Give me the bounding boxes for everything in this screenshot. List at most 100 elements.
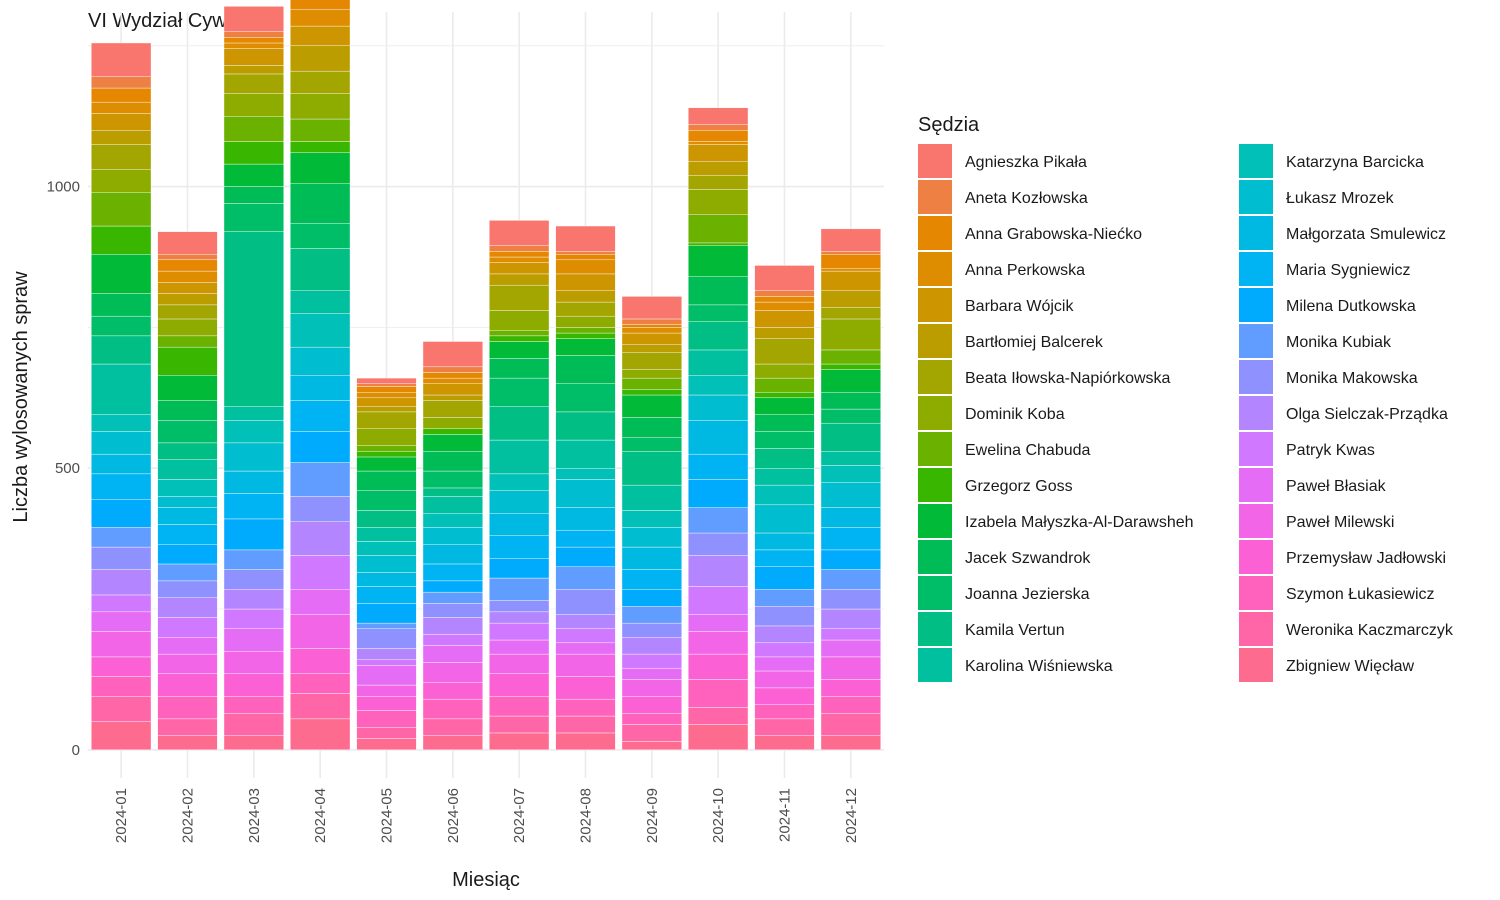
bar-segment bbox=[489, 335, 550, 342]
legend-label: Szymon Łukasiewicz bbox=[1286, 586, 1435, 603]
bar-segment bbox=[820, 369, 881, 393]
legend-label: Małgorzata Smulewicz bbox=[1286, 226, 1446, 243]
bar-segment bbox=[422, 394, 483, 401]
bar-segment bbox=[555, 259, 616, 275]
legend-key bbox=[1239, 432, 1273, 466]
bar-segment bbox=[91, 473, 152, 500]
bar-segment bbox=[621, 589, 682, 607]
bar-segment bbox=[688, 614, 749, 632]
bar-segment bbox=[489, 513, 550, 537]
bar-segment bbox=[356, 470, 417, 491]
bar-segment bbox=[555, 614, 616, 629]
bar-segment bbox=[356, 411, 417, 429]
legend-label: Olga Sielczak-Prządka bbox=[1286, 406, 1448, 423]
legend-label: Zbigniew Więcław bbox=[1286, 658, 1414, 675]
bar-segment bbox=[489, 473, 550, 491]
bar-segment bbox=[489, 611, 550, 624]
legend-label: Kamila Vertun bbox=[965, 622, 1065, 639]
bar-segment bbox=[688, 453, 749, 480]
bar-segment bbox=[820, 482, 881, 508]
bar-segment bbox=[91, 546, 152, 570]
bar-segment bbox=[356, 451, 417, 458]
bar-segment bbox=[621, 667, 682, 680]
bar-segment bbox=[754, 532, 815, 551]
bar-segment bbox=[91, 721, 152, 751]
bar-segment bbox=[555, 507, 616, 531]
bar-segment bbox=[422, 617, 483, 635]
bar-segment bbox=[290, 555, 351, 590]
bar-segment bbox=[489, 696, 550, 717]
legend-label: Agnieszka Pikała bbox=[965, 154, 1087, 171]
bar-segment bbox=[223, 735, 284, 751]
bar-segment bbox=[489, 673, 550, 697]
bar-segment bbox=[555, 676, 616, 700]
bar-segment bbox=[688, 707, 749, 725]
bar-segment bbox=[820, 569, 881, 590]
bar-segment bbox=[223, 65, 284, 75]
bar-segment bbox=[754, 448, 815, 469]
x-tick-label: 2024-12 bbox=[843, 788, 860, 843]
bar-segment bbox=[555, 290, 616, 303]
bar-segment bbox=[688, 532, 749, 556]
legend-label: Milena Dutkowska bbox=[1286, 298, 1416, 315]
bar-segment bbox=[157, 253, 218, 261]
legend-key bbox=[1239, 576, 1273, 610]
bar-segment bbox=[621, 653, 682, 669]
bar-segment bbox=[422, 662, 483, 683]
bar-segment bbox=[91, 431, 152, 455]
bar-segment bbox=[157, 346, 218, 376]
x-axis-ticks: 2024-01 2024-02 2024-03 2024-04 2024-05 2024-… bbox=[113, 788, 860, 843]
bar-segment bbox=[422, 496, 483, 514]
bar-segment bbox=[555, 715, 616, 734]
bar-segment bbox=[290, 346, 351, 376]
bar-segment bbox=[754, 704, 815, 720]
bar-segment bbox=[422, 634, 483, 646]
bar-segment bbox=[489, 715, 550, 734]
bar-segment bbox=[422, 735, 483, 751]
bar-segment bbox=[422, 527, 483, 545]
y-axis-ticks: 0 500 1000 bbox=[47, 179, 80, 759]
bar-segment bbox=[688, 631, 749, 655]
bar-segment bbox=[223, 163, 284, 187]
bar-segment bbox=[621, 713, 682, 725]
bar-segment bbox=[489, 262, 550, 275]
legend-key bbox=[1239, 180, 1273, 214]
bar-segment bbox=[489, 622, 550, 641]
bar-segment bbox=[223, 569, 284, 590]
bar-segment bbox=[223, 493, 284, 520]
bar-segment bbox=[157, 270, 218, 283]
bar-segment bbox=[555, 315, 616, 328]
bar-segment bbox=[688, 214, 749, 244]
legend-label: Bartłomiej Balcerek bbox=[965, 334, 1104, 351]
legend-key bbox=[918, 216, 952, 250]
bar-segment bbox=[157, 459, 218, 480]
bar-segment bbox=[290, 718, 351, 751]
legend-key bbox=[918, 612, 952, 646]
bar-segment bbox=[621, 451, 682, 486]
bar-segment bbox=[621, 394, 682, 418]
bar-segment bbox=[157, 282, 218, 294]
bar-segment bbox=[223, 203, 284, 232]
bar-segment bbox=[290, 25, 351, 46]
bar-segment bbox=[820, 253, 881, 269]
x-tick-label: 2024-06 bbox=[445, 788, 462, 843]
bar-segment bbox=[820, 589, 881, 610]
bar-segment bbox=[223, 442, 284, 472]
bar-segment bbox=[157, 673, 218, 697]
bar-segment bbox=[621, 377, 682, 390]
legend-key bbox=[918, 360, 952, 394]
legend-label: Weronika Kaczmarczyk bbox=[1286, 622, 1454, 639]
bar-segment bbox=[754, 670, 815, 689]
legend-key bbox=[918, 648, 952, 682]
bar-segment bbox=[820, 656, 881, 680]
legend-key bbox=[918, 468, 952, 502]
bar-segment bbox=[555, 732, 616, 751]
bar-segment bbox=[754, 642, 815, 658]
bar-segment bbox=[157, 420, 218, 444]
bar-segment bbox=[621, 741, 682, 751]
bar-segment bbox=[754, 290, 815, 297]
y-tick-label: 500 bbox=[55, 460, 80, 477]
bar-segment bbox=[157, 597, 218, 618]
bar-segment bbox=[422, 366, 483, 373]
bar-segment bbox=[290, 152, 351, 184]
